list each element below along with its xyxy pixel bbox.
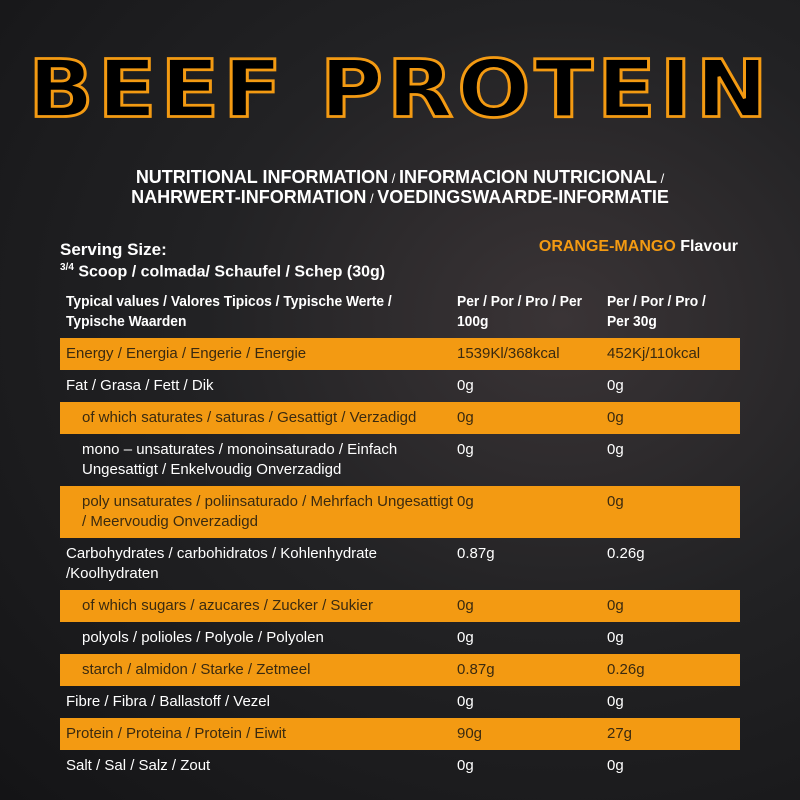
value-per-30g: 0g	[607, 441, 624, 458]
serving-fraction: 3/4	[60, 262, 74, 273]
value-per-30g: 0g	[607, 377, 624, 394]
flavour-name: ORANGE-MANGO	[538, 238, 676, 255]
table-row: Protein / Proteina / Protein / Eiwit 90g 2…	[60, 718, 740, 750]
table-row: of which sugars / azucares / Zucker / Su…	[60, 590, 740, 622]
table-row: Energy / Energia / Engerie / Energie 1539…	[60, 338, 740, 370]
nutrition-table: Energy / Energia / Engerie / Energie 1539…	[60, 338, 740, 782]
flavour: ORANGE-MANGO Flavour	[539, 238, 738, 256]
value-per-30g: 0g	[607, 597, 624, 614]
value-per-30g: 0.26g	[607, 545, 645, 562]
heading-es: INFORMACION NUTRICIONAL	[398, 167, 657, 187]
nutrient-label: starch / almidon / Starke / Zetmeel	[82, 661, 311, 678]
nutrient-label: Fat / Grasa / Fett / Dik	[66, 377, 214, 394]
nutrient-label: of which sugars / azucares / Zucker / Su…	[82, 597, 373, 614]
nutrient-label: mono – unsaturates / monoinsaturado / Ei…	[82, 441, 398, 478]
heading-nl: VOEDINGSWAARDE-INFORMATIE	[377, 187, 669, 207]
table-row: poly unsaturates / poliinsaturado / Mehr…	[60, 486, 740, 538]
value-per-100g: 0g	[457, 493, 474, 510]
value-per-30g: 0g	[607, 493, 624, 510]
serving-text: Scoop / colmada/ Schaufel / Schep (30g)	[78, 263, 386, 281]
value-per-100g: 0g	[457, 409, 474, 426]
value-per-30g: 0.26g	[607, 661, 645, 678]
serving-size-label: Serving Size:	[60, 240, 167, 259]
value-per-100g: 0g	[457, 441, 474, 458]
nutrient-label: of which saturates / saturas / Gesattigt…	[82, 409, 417, 426]
table-row: Carbohydrates / carbohidratos / Kohlenhy…	[60, 538, 740, 590]
value-per-100g: 1539Kl/368kcal	[457, 345, 560, 362]
value-per-30g: 452Kj/110kcal	[607, 345, 701, 362]
value-per-100g: 0.87g	[457, 545, 495, 562]
value-per-100g: 90g	[457, 725, 483, 742]
table-row: Salt / Sal / Salz / Zout 0g 0g	[60, 750, 740, 782]
table-row: of which saturates / saturas / Gesattigt…	[60, 402, 740, 434]
table-row: Fibre / Fibra / Ballastoff / Vezel 0g 0g	[60, 686, 740, 718]
flavour-suffix: Flavour	[675, 238, 738, 255]
value-per-30g: 0g	[607, 409, 624, 426]
product-title: BEEF PROTEIN	[27, 43, 772, 138]
separator: /	[366, 191, 378, 206]
nutrient-label: Carbohydrates / carbohidratos / Kohlenhy…	[66, 545, 378, 582]
nutrient-label: polyols / polioles / Polyole / Polyolen	[82, 629, 324, 646]
nutrient-label: Salt / Sal / Salz / Zout	[66, 757, 211, 774]
heading-en: NUTRITIONAL INFORMATION	[135, 167, 389, 187]
header-per-100g: Per / Por / Pro / Per 100g	[457, 293, 583, 330]
separator: /	[656, 171, 665, 186]
nutrient-label: poly unsaturates / poliinsaturado / Mehr…	[82, 493, 454, 530]
nutrient-label: Energy / Energia / Engerie / Energie	[66, 345, 307, 362]
header-label: Typical values / Valores Tipicos / Typis…	[66, 293, 392, 330]
heading-de: NAHRWERT-INFORMATION	[131, 187, 367, 207]
nutrient-label: Protein / Proteina / Protein / Eiwit	[66, 725, 287, 742]
nutrient-label: Fibre / Fibra / Ballastoff / Vezel	[66, 693, 270, 710]
separator: /	[388, 171, 399, 186]
value-per-100g: 0.87g	[457, 661, 495, 678]
table-row: mono – unsaturates / monoinsaturado / Ei…	[60, 434, 740, 486]
value-per-30g: 0g	[607, 693, 624, 710]
header-per-30g: Per / Por / Pro / Per 30g	[606, 293, 706, 330]
nutrition-heading: NUTRITIONAL INFORMATION / INFORMACION NU…	[0, 168, 800, 208]
value-per-100g: 0g	[457, 693, 474, 710]
value-per-100g: 0g	[457, 757, 474, 774]
value-per-30g: 0g	[607, 629, 624, 646]
serving-size-value: 3/4 Scoop / colmada/ Schaufel / Schep (3…	[60, 262, 385, 281]
table-row: Fat / Grasa / Fett / Dik 0g 0g	[60, 370, 740, 402]
value-per-100g: 0g	[457, 377, 474, 394]
value-per-100g: 0g	[457, 629, 474, 646]
table-row: starch / almidon / Starke / Zetmeel 0.87g…	[60, 654, 740, 686]
value-per-30g: 0g	[607, 757, 624, 774]
value-per-100g: 0g	[457, 597, 474, 614]
value-per-30g: 27g	[607, 725, 633, 742]
table-row: polyols / polioles / Polyole / Polyolen 0…	[60, 622, 740, 654]
